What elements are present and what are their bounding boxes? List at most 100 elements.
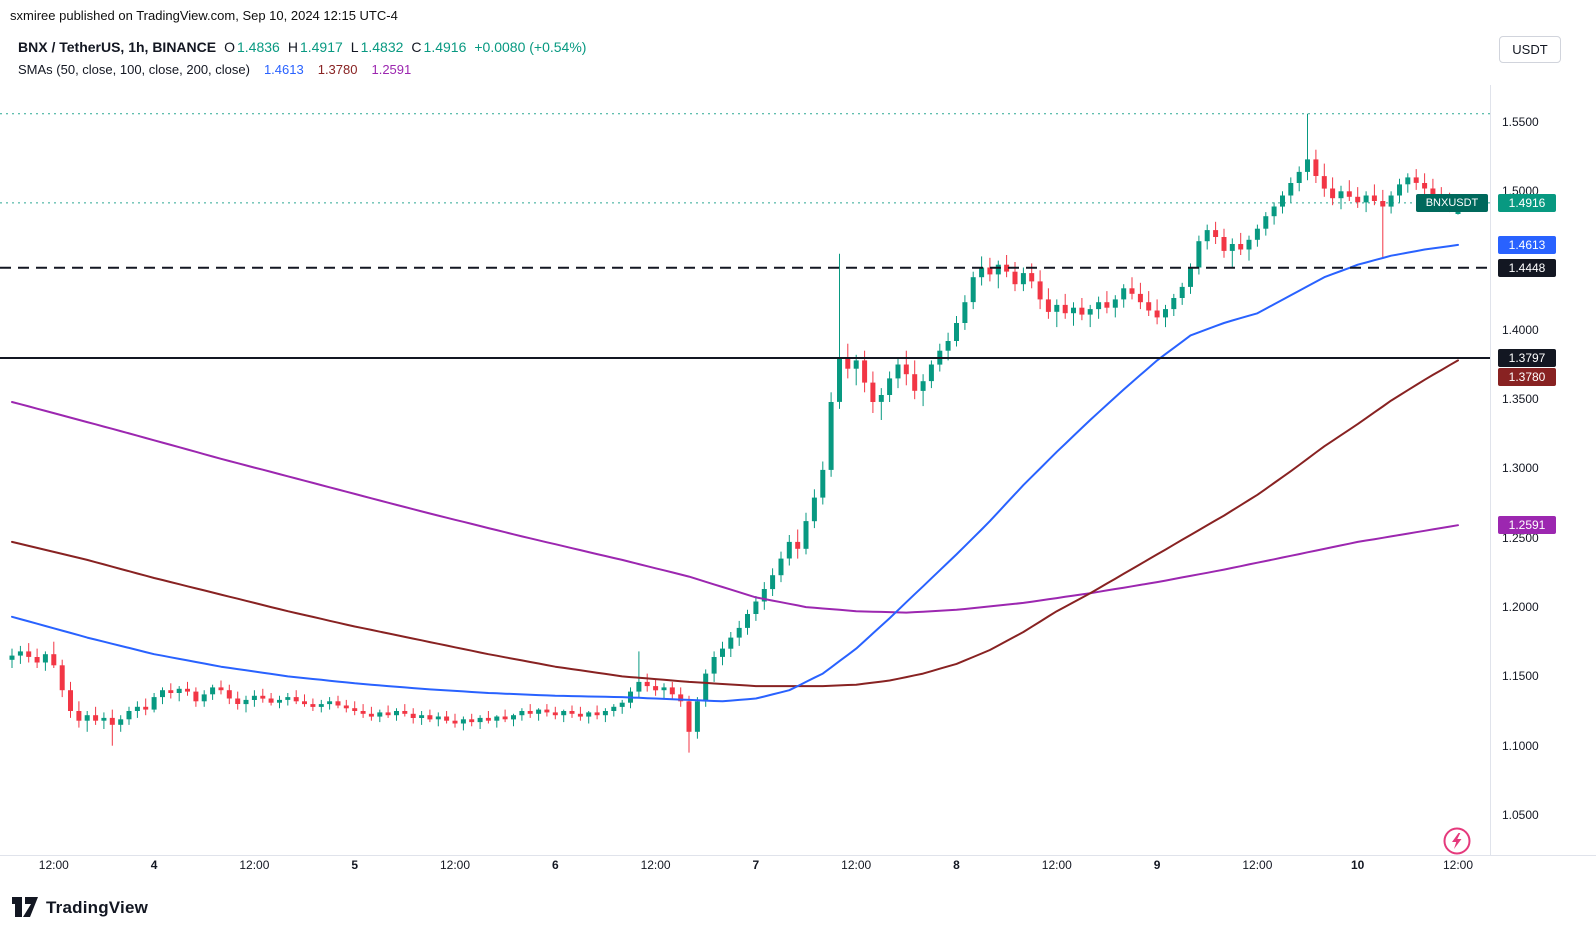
candle-body (720, 648, 725, 657)
candle-body (1121, 288, 1127, 300)
candle-body (1321, 176, 1327, 189)
candle-body (544, 709, 550, 713)
price-tick-label: 1.4000 (1502, 322, 1539, 337)
currency-toggle-button[interactable]: USDT (1499, 36, 1561, 63)
candle-body (9, 655, 15, 660)
candle-body (343, 705, 349, 709)
candle-body (469, 719, 475, 723)
candle-body (845, 357, 851, 369)
candle-body (93, 715, 99, 721)
ohlc-close: C 1.4916 (411, 39, 466, 55)
candle-body (728, 637, 734, 649)
low-value: 1.4832 (360, 39, 404, 55)
candle-body (477, 717, 483, 723)
candle-body (243, 699, 249, 705)
candle-body (26, 651, 32, 657)
candle-body (820, 469, 826, 498)
candle-body (853, 360, 859, 369)
price-plot-svg[interactable] (0, 85, 1490, 855)
candle-body (786, 541, 792, 559)
candle-body (577, 713, 583, 717)
candle-body (1313, 159, 1319, 176)
candle-body (17, 651, 23, 656)
price-tick-label: 1.0500 (1502, 807, 1539, 822)
time-axis[interactable]: 12:00 4 12:00 5 12:00 6 12:00 7 12:00 8 12:00 9 12:0… (0, 858, 1490, 880)
candle-body (1338, 191, 1344, 199)
candle-body (327, 701, 333, 705)
candle-body (803, 521, 809, 549)
candle-body (586, 712, 592, 717)
candle-body (151, 697, 157, 710)
candle-body (1213, 230, 1219, 237)
candle-body (970, 277, 976, 303)
candle-body (59, 665, 65, 691)
open-value: 1.4836 (237, 39, 280, 55)
candle-body (895, 364, 901, 379)
time-tick-label: 12:00 (38, 858, 69, 872)
candle-body (1229, 244, 1235, 251)
candle-body (118, 719, 124, 725)
candle-body (753, 601, 759, 614)
candle-body (686, 701, 692, 732)
candle-body (1246, 239, 1252, 250)
candle-body (310, 704, 316, 707)
candle-body (452, 720, 458, 724)
candle-body (594, 712, 600, 716)
sma-100-line (11, 359, 1459, 688)
candle-body (368, 713, 374, 717)
candle-body (51, 654, 57, 666)
candle-body (460, 719, 466, 724)
candle-body (1012, 271, 1018, 285)
candle-body (1163, 309, 1168, 318)
candle-body (68, 690, 73, 711)
candle-body (218, 687, 224, 691)
candle-body (1112, 299, 1118, 308)
price-tick-label: 1.5500 (1502, 115, 1539, 129)
candle-body (761, 589, 767, 602)
candle-body (561, 711, 567, 716)
candle-body (552, 712, 558, 716)
candle-body (636, 681, 642, 692)
candle-body (619, 702, 625, 707)
candle-body (878, 395, 884, 402)
price-tick-label: 1.1000 (1502, 738, 1539, 753)
candle-body (703, 673, 709, 702)
low-label: L (350, 39, 359, 55)
candle-body (1288, 183, 1294, 196)
candle-body (277, 699, 282, 703)
candle-body (34, 657, 40, 663)
candle-body (987, 267, 993, 275)
price-axis-separator (1490, 85, 1491, 856)
candle-body (745, 614, 750, 628)
candle-body (1037, 281, 1043, 300)
sma200-value: 1.2591 (371, 61, 412, 77)
close-value: 1.4916 (423, 39, 467, 55)
candle-body (210, 687, 216, 695)
candle-body (795, 541, 801, 549)
price-axis-badge: 1.2591 (1498, 516, 1556, 535)
boost-icon[interactable] (1441, 825, 1473, 857)
candle-body (1221, 237, 1227, 251)
candle-body (168, 690, 174, 693)
candle-body (109, 717, 115, 725)
candle-body (912, 374, 918, 391)
price-axis[interactable]: 1.5500 1.5000 1.4000 1.3500 1.3000 1.2500 1.20… (1490, 0, 1596, 941)
candle-body (42, 654, 48, 663)
candle-body (293, 697, 299, 702)
candle-body (1129, 288, 1135, 294)
legend-sma-row: SMAs (50, close, 100, close, 200, close)… (18, 59, 586, 79)
candle-body (126, 711, 132, 720)
ohlc-high: H 1.4917 (288, 39, 343, 55)
candle-body (1004, 264, 1010, 272)
candle-body (251, 695, 257, 700)
candle-body (1254, 228, 1260, 240)
candle-body (887, 378, 893, 395)
candle-body (1020, 273, 1026, 285)
tradingview-logo[interactable]: TradingView (12, 897, 148, 918)
time-tick-label: 12:00 (1041, 858, 1072, 872)
time-tick-label: 9 (1153, 858, 1161, 872)
candle-body (1371, 195, 1377, 201)
attribution: sxmiree published on TradingView.com, Se… (10, 8, 398, 23)
candle-body (1238, 244, 1244, 250)
candle-body (995, 264, 1001, 275)
